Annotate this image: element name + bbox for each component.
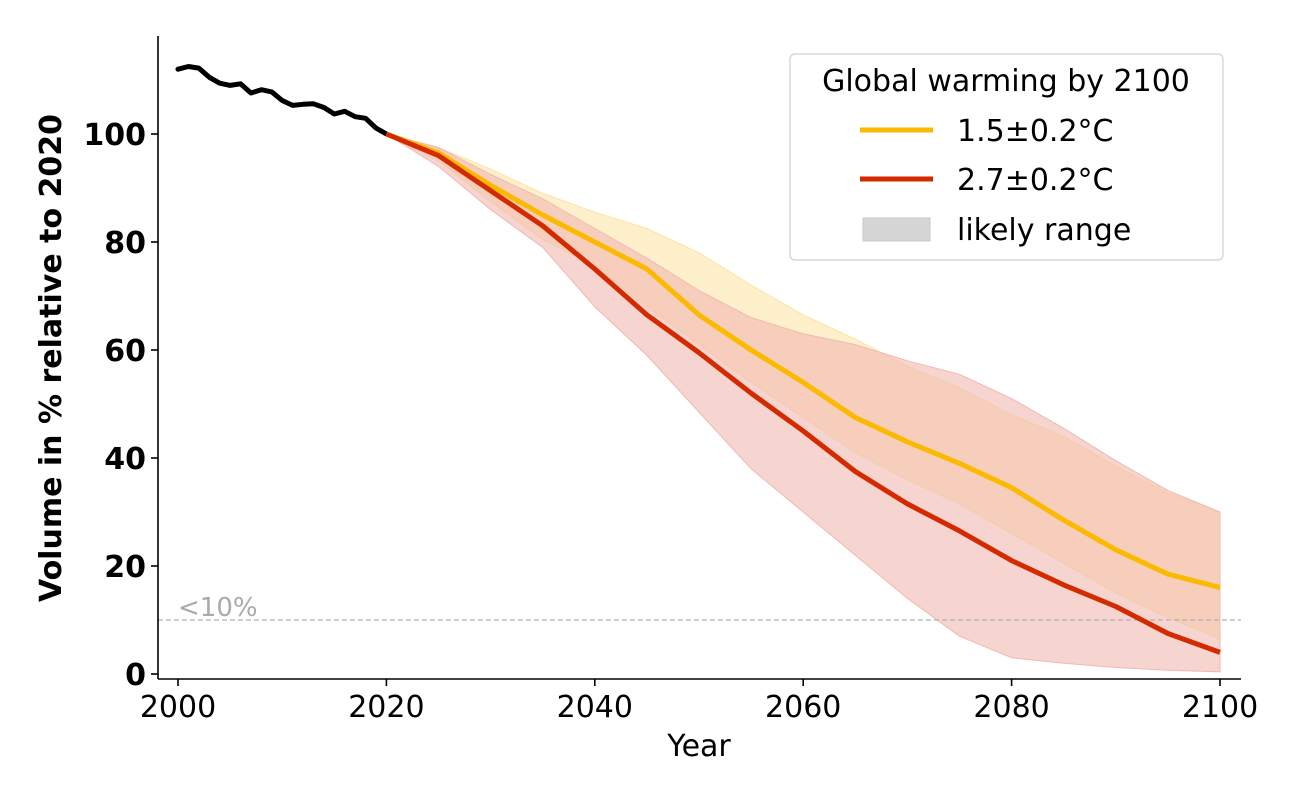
- x-ticks: 2000 2020 2040 2060 2080 2100: [140, 679, 1258, 725]
- x-tick-label: 2060: [765, 690, 841, 725]
- legend-swatch-likely-range: [862, 217, 931, 242]
- y-tick-label: 80: [104, 226, 146, 261]
- legend-label-2-7c: 2.7±0.2°C: [957, 163, 1114, 198]
- median-line-2-7c: [385, 131, 1221, 655]
- x-tick-label: 2080: [973, 690, 1049, 725]
- legend: Global warming by 2100 1.5±0.2°C 2.7±0.2…: [789, 53, 1224, 261]
- x-tick-label: 2020: [348, 690, 424, 725]
- x-tick-label: 2000: [140, 690, 216, 725]
- historical-line: [175, 64, 389, 137]
- legend-label-1-5c: 1.5±0.2°C: [957, 114, 1114, 149]
- x-tick-label: 2100: [1182, 690, 1258, 725]
- y-tick-label: 60: [104, 334, 146, 369]
- ten-percent-reference-label: <10%: [178, 593, 258, 623]
- x-tick-label: 2040: [557, 690, 633, 725]
- y-tick-label: 40: [104, 442, 146, 477]
- y-tick-label: 0: [125, 658, 146, 693]
- legend-frame: [789, 53, 1224, 261]
- x-axis-title: Year: [666, 729, 731, 764]
- legend-label-likely-range: likely range: [957, 213, 1131, 248]
- series-lines: [175, 64, 1221, 655]
- y-tick-label: 20: [104, 550, 146, 585]
- legend-title: Global warming by 2100: [822, 64, 1190, 99]
- median-line-1-5c: [385, 131, 1221, 591]
- y-ticks: 0 20 40 60 80 100: [83, 118, 158, 693]
- y-axis-title: Volume in % relative to 2020: [34, 114, 69, 602]
- y-tick-label: 100: [83, 118, 146, 153]
